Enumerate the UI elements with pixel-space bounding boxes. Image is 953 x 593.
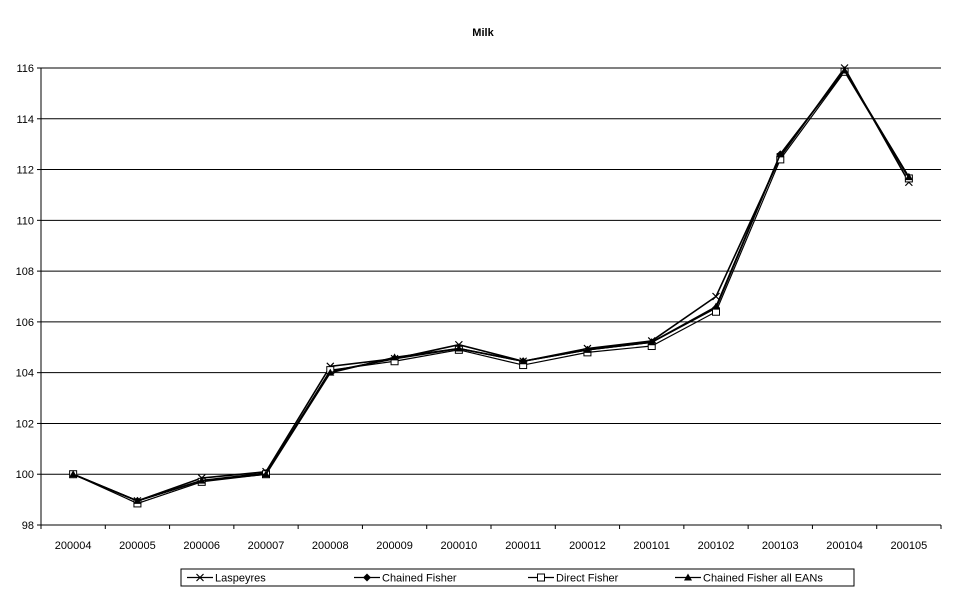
data-point — [69, 470, 78, 478]
y-tick-label: 104 — [16, 368, 34, 380]
legend-item-chained-fisher: Chained Fisher — [354, 573, 457, 585]
series-group — [69, 64, 913, 508]
legend-label: Direct Fisher — [556, 573, 619, 585]
legend-box — [180, 568, 855, 587]
axes: 98 100 102 104 106 108 110 112 114 116 200004 20000… — [16, 63, 942, 552]
data-point — [197, 476, 206, 484]
data-point — [712, 302, 720, 310]
legend-marker — [537, 573, 545, 582]
data-point — [133, 496, 142, 504]
x-tick-label: 200004 — [55, 540, 92, 552]
data-point — [454, 344, 463, 352]
legend-item-chained-fisher-all-eans: Chained Fisher all EANs — [675, 573, 823, 585]
x-tick-label: 200101 — [633, 540, 670, 552]
legend-label: Chained Fisher all EANs — [703, 573, 823, 585]
legend: Laspeyres Chained Fisher Direct Fisher Chai… — [180, 568, 855, 587]
y-tick-label: 110 — [16, 215, 34, 227]
series-line-direct-fisher — [72, 70, 910, 505]
series-line-chained-fisher-all-eans — [72, 69, 910, 502]
data-point — [840, 66, 849, 74]
series-line-chained-fisher — [72, 69, 910, 502]
y-tick-label: 108 — [16, 266, 34, 278]
x-tick-label: 200006 — [183, 540, 220, 552]
x-tick-label: 200105 — [890, 540, 927, 552]
series-laspeyres — [69, 64, 913, 505]
data-point — [904, 173, 913, 181]
x-tick-label: 200008 — [312, 540, 349, 552]
legend-item-direct-fisher: Direct Fisher — [528, 573, 619, 585]
x-tick-label: 200103 — [762, 540, 799, 552]
data-point — [647, 338, 656, 346]
x-tick-label: 200011 — [505, 540, 541, 552]
x-tick-label: 200012 — [569, 540, 606, 552]
y-tick-label: 112 — [16, 165, 34, 177]
data-point — [390, 353, 399, 361]
y-tick-label: 98 — [22, 520, 34, 532]
y-tick-label: 106 — [16, 317, 34, 329]
y-tick-label: 100 — [16, 469, 34, 481]
data-point — [262, 470, 270, 478]
data-point — [519, 357, 528, 365]
y-tick-label: 102 — [16, 418, 34, 430]
legend-marker — [363, 573, 371, 582]
x-tick-label: 200005 — [119, 540, 156, 552]
series-direct-fisher — [69, 67, 913, 508]
legend-label: Chained Fisher — [382, 573, 457, 585]
series-chained-fisher — [69, 66, 913, 505]
x-tick-label: 200009 — [376, 540, 413, 552]
x-tick-label: 200010 — [440, 540, 477, 552]
series-chained-fisher-all-eans — [69, 66, 913, 504]
data-point — [583, 345, 592, 353]
legend-marker — [196, 573, 204, 582]
data-point — [712, 292, 720, 301]
data-point — [776, 150, 785, 158]
y-tick-label: 116 — [16, 63, 34, 75]
y-tick-label: 114 — [16, 114, 34, 126]
chart-title: Milk — [472, 27, 494, 39]
legend-label: Laspeyres — [215, 573, 266, 585]
x-tick-label: 200007 — [248, 540, 285, 552]
x-tick-label: 200102 — [698, 540, 735, 552]
legend-item-laspeyres: Laspeyres — [187, 573, 266, 585]
legend-marker — [684, 573, 692, 581]
series-line-laspeyres — [72, 66, 910, 502]
x-tick-label: 200104 — [826, 540, 863, 552]
gridlines — [41, 67, 941, 475]
data-point — [326, 368, 335, 376]
